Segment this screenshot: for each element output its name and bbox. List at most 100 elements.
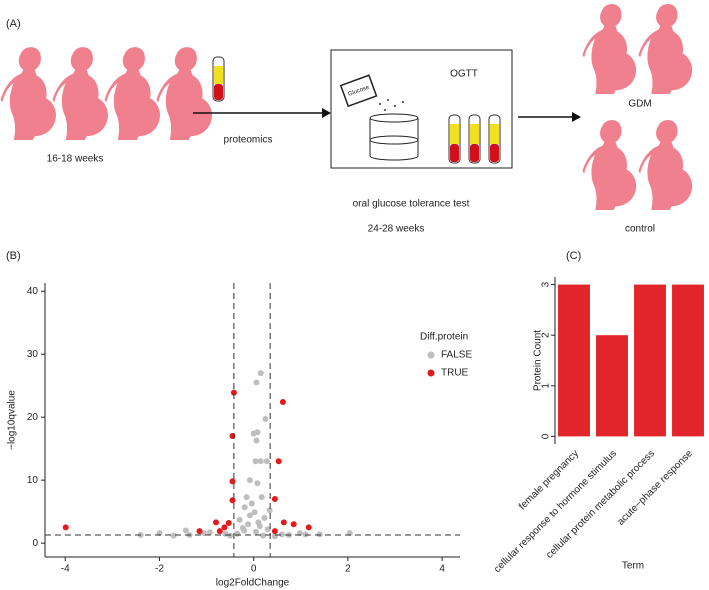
pregnant-icon	[52, 47, 109, 140]
arrow-head	[572, 112, 581, 122]
point	[62, 524, 69, 531]
point	[196, 528, 203, 535]
tube	[212, 56, 225, 102]
y-tick-label: 0	[32, 538, 38, 549]
panel-a: (A) 16-18 weeks proteomics OGTT Glucose	[0, 4, 693, 235]
point	[229, 497, 236, 504]
ogtt-box	[330, 49, 513, 169]
pregnant-icon	[582, 4, 637, 94]
legend-title: Diff.protein	[420, 332, 468, 343]
point	[260, 532, 267, 539]
arrow-head	[322, 108, 331, 118]
beaker	[369, 113, 419, 161]
group-label: control	[625, 224, 655, 235]
point	[302, 531, 309, 538]
pregnant-icon	[582, 120, 637, 210]
legend-swatch	[427, 369, 435, 377]
pregnant-icon	[156, 47, 213, 140]
x-tick-label: -2	[155, 564, 164, 575]
point	[225, 519, 232, 526]
point	[290, 521, 297, 528]
point	[245, 521, 252, 528]
weeks-label: 16-18 weeks	[47, 154, 104, 165]
group-label: GDM	[628, 99, 651, 110]
panel-label: (C)	[566, 250, 581, 262]
point	[257, 458, 264, 465]
bar	[672, 284, 704, 437]
point	[271, 528, 278, 535]
point	[280, 519, 287, 526]
point	[253, 528, 260, 535]
point	[251, 509, 258, 516]
point	[266, 507, 273, 514]
point	[278, 531, 285, 538]
y-tick-label: 10	[27, 475, 39, 486]
point	[182, 527, 189, 534]
point	[258, 494, 265, 501]
point	[271, 496, 278, 503]
point	[248, 500, 255, 507]
point	[227, 532, 234, 539]
y-axis-label: Protein Count	[533, 330, 544, 391]
point	[241, 527, 248, 534]
point	[316, 531, 323, 538]
pregnant-icon	[638, 120, 693, 210]
point	[262, 416, 269, 423]
point	[243, 494, 250, 501]
point	[279, 399, 286, 406]
method-label: proteomics	[224, 135, 273, 146]
point	[252, 458, 259, 465]
y-tick-label: 2	[541, 332, 552, 338]
x-axis-label: log2FoldChange	[216, 578, 290, 589]
point	[206, 529, 213, 536]
point	[246, 512, 253, 519]
legend-label: TRUE	[441, 368, 469, 379]
point	[264, 526, 271, 533]
x-tick-label: 4	[439, 564, 445, 575]
y-tick-label: 30	[27, 349, 39, 360]
tubes	[448, 114, 501, 164]
bar	[634, 284, 666, 437]
point	[275, 458, 282, 465]
point	[305, 524, 312, 531]
y-tick-label: 3	[541, 281, 552, 287]
plots: (B)-4 -2 0 2 4010203040log2FoldChange−log10q…	[6, 250, 704, 589]
point	[246, 477, 253, 484]
point	[253, 379, 260, 386]
panel-label: (A)	[6, 18, 21, 30]
glucose-bag: Glucose	[339, 74, 378, 108]
ogtt-title: OGTT	[450, 69, 478, 80]
pregnant-icon	[638, 4, 693, 94]
point	[241, 504, 248, 511]
pregnant-icon	[104, 47, 161, 140]
point	[221, 524, 228, 531]
point	[229, 478, 236, 485]
glucose-dots	[379, 99, 404, 111]
point	[250, 430, 257, 437]
y-tick-label: 40	[27, 286, 39, 297]
point	[234, 530, 241, 537]
panel-label: (B)	[6, 250, 21, 262]
point	[236, 516, 243, 523]
x-tick-label: 2	[345, 564, 351, 575]
point	[263, 458, 270, 465]
point	[170, 532, 177, 539]
point	[229, 433, 236, 440]
y-axis-label: −log10qvalue	[7, 390, 18, 450]
point	[257, 370, 264, 377]
y-tick-label: 1	[541, 383, 552, 389]
test-name: oral glucose tolerance test	[353, 199, 470, 210]
legend-label: FALSE	[441, 350, 472, 361]
x-tick-label: acute−phase response	[615, 448, 695, 528]
point	[254, 480, 261, 487]
x-axis-label: Term	[622, 561, 644, 572]
bar	[558, 284, 590, 437]
point	[216, 528, 223, 535]
weeks-label: 24-28 weeks	[368, 224, 425, 235]
y-tick-label: 0	[541, 433, 552, 439]
x-tick-label: -4	[61, 564, 70, 575]
legend-swatch	[427, 351, 435, 359]
point	[212, 519, 219, 526]
x-tick-label: 0	[251, 564, 257, 575]
